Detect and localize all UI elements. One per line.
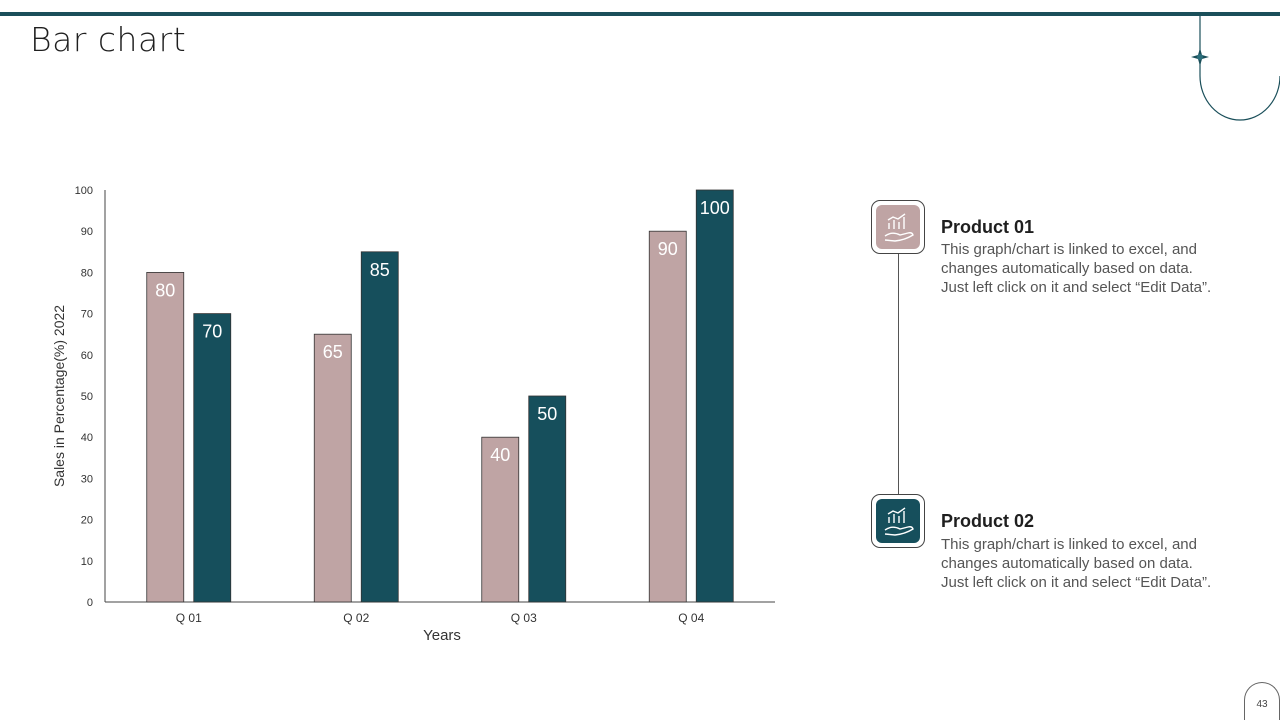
x-tick-label: Q 02	[343, 611, 369, 625]
legend-description-product-01: This graph/chart is linked to excel, and…	[941, 241, 1212, 296]
top-accent-bar	[0, 12, 1280, 16]
bar	[146, 272, 185, 603]
chart-hand-icon	[884, 213, 914, 242]
bar	[360, 251, 399, 603]
data-label: 85	[370, 260, 390, 280]
data-label: 65	[323, 342, 343, 362]
y-tick-label: 90	[81, 226, 93, 238]
data-label: 100	[700, 198, 730, 218]
y-tick-label: 0	[87, 597, 93, 609]
legend-icon-product-01	[871, 200, 925, 254]
x-tick-label: Q 03	[511, 611, 537, 625]
bar	[313, 333, 352, 603]
bar	[648, 230, 687, 603]
data-label: 90	[658, 239, 678, 259]
y-tick-label: 30	[81, 473, 93, 485]
data-label: 50	[537, 404, 557, 424]
bar	[528, 395, 567, 603]
data-label: 70	[202, 322, 222, 342]
x-axis-label: Years	[423, 627, 461, 644]
data-label: 40	[490, 445, 510, 465]
bar	[481, 436, 520, 603]
page-title: Bar chart	[30, 20, 187, 59]
y-axis-label: Sales in Percentage(%) 2022	[51, 305, 67, 487]
y-tick-label: 10	[81, 556, 93, 568]
data-label: 80	[155, 280, 175, 300]
legend-icon-product-02	[871, 494, 925, 548]
y-tick-label: 50	[81, 391, 93, 403]
bar	[193, 313, 232, 603]
decorative-hook-ornament	[1191, 16, 1280, 121]
y-tick-label: 60	[81, 350, 93, 362]
bar-chart: 0 10 20 30 40 50 60 70 80 90 100 Q 01 80 70 Q 02 65 85 Q …	[51, 185, 775, 644]
y-tick-label: 100	[75, 185, 93, 197]
page-number: 43	[1256, 699, 1268, 710]
bar	[695, 189, 734, 603]
page-number-badge: 43	[1244, 682, 1280, 720]
sparkle-icon	[1191, 48, 1209, 66]
legend-title-product-01: Product 01	[941, 217, 1035, 237]
y-tick-label: 80	[81, 267, 93, 279]
y-tick-label: 20	[81, 515, 93, 527]
x-tick-label: Q 04	[678, 611, 704, 625]
y-tick-label: 40	[81, 432, 93, 444]
legend-connector-line	[898, 252, 899, 498]
y-tick-label: 70	[81, 309, 93, 321]
legend-description-product-02: This graph/chart is linked to excel, and…	[941, 536, 1212, 591]
chart-hand-icon	[884, 507, 914, 536]
x-tick-label: Q 01	[176, 611, 202, 625]
legend-title-product-02: Product 02	[941, 511, 1035, 531]
